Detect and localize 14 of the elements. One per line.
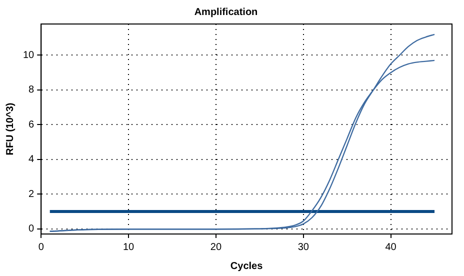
- x-tick-label: 30: [298, 242, 310, 253]
- y-axis-title: RFU (10^3): [4, 102, 16, 156]
- y-tick-label: 8: [28, 84, 35, 96]
- x-tick-label: 0: [38, 242, 44, 253]
- chart-title: Amplification: [194, 6, 258, 18]
- y-tick-label: 10: [23, 50, 35, 61]
- y-tick-label: 0: [28, 224, 35, 235]
- y-tick-label: 6: [28, 119, 35, 130]
- y-tick-label: 2: [28, 188, 35, 200]
- x-tick-label: 40: [385, 242, 397, 253]
- x-tick-label: 10: [122, 242, 135, 253]
- x-axis-title: Cycles: [230, 260, 264, 272]
- x-tick-label: 20: [210, 242, 222, 253]
- y-tick-label: 4: [28, 154, 35, 166]
